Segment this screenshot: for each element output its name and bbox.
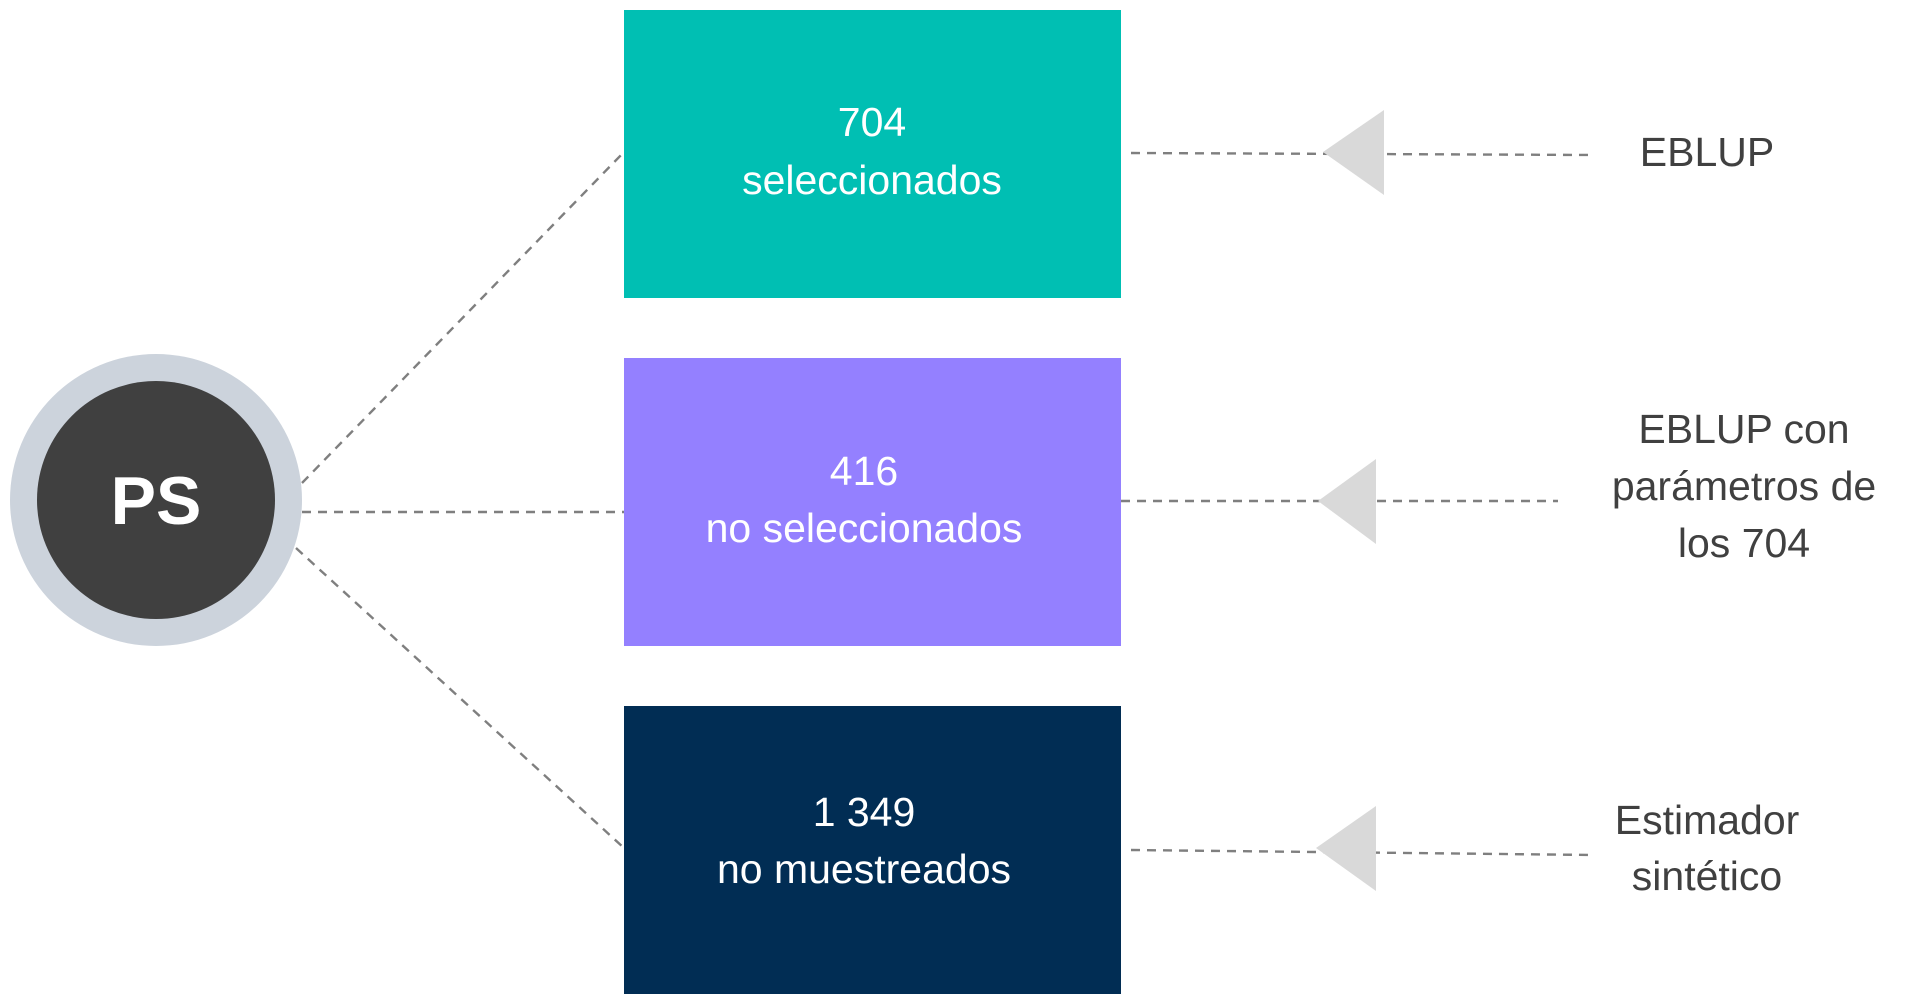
- method-label: Estimador: [1615, 797, 1800, 843]
- group-count: 704: [838, 99, 906, 145]
- group-count: 416: [830, 448, 898, 494]
- method-label: EBLUP con: [1638, 406, 1849, 452]
- center-label: PS: [111, 463, 202, 539]
- group-count: 1 349: [813, 789, 916, 835]
- connector: [301, 151, 625, 484]
- arrow-head: [1316, 806, 1376, 891]
- arrow-head: [1318, 459, 1376, 544]
- arrow-head: [1323, 110, 1384, 195]
- group-label: no seleccionados: [706, 505, 1023, 551]
- group-label: seleccionados: [742, 157, 1002, 203]
- method-label: sintético: [1632, 853, 1782, 899]
- method-label: EBLUP: [1640, 129, 1774, 175]
- group-box: [624, 706, 1121, 994]
- group-box: [624, 10, 1121, 298]
- method-label: parámetros de: [1612, 463, 1876, 509]
- connector: [295, 547, 625, 849]
- method-label: los 704: [1678, 520, 1810, 566]
- center-circle: [37, 381, 275, 619]
- group-box: [624, 358, 1121, 646]
- group-label: no muestreados: [717, 846, 1011, 892]
